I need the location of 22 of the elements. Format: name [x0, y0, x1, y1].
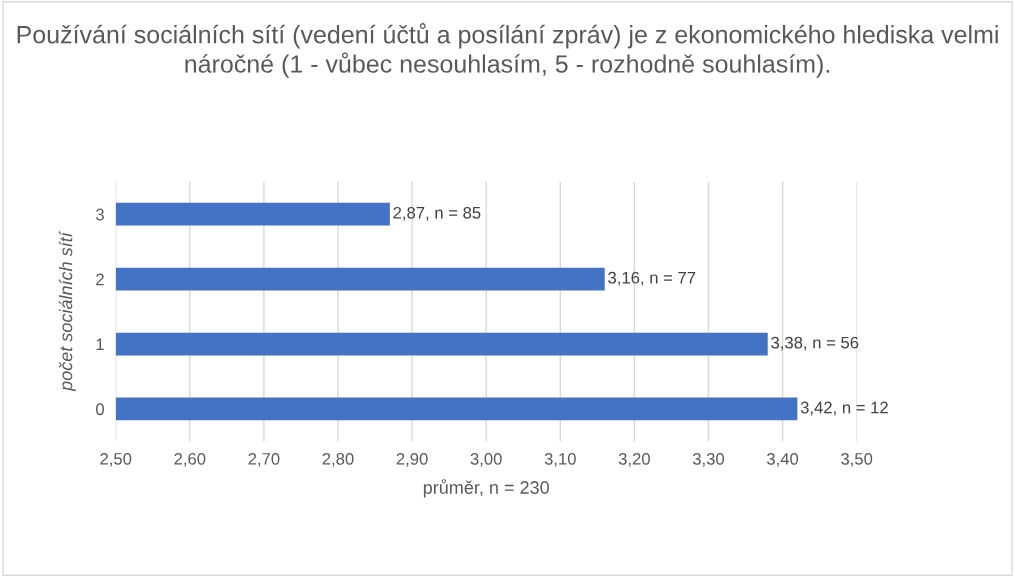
- x-tick-label: 3,20: [618, 452, 650, 467]
- data-label: 2,87, n = 85: [393, 206, 481, 221]
- data-label: 3,16, n = 77: [608, 271, 696, 286]
- y-tick-label: 1: [96, 338, 104, 351]
- x-tick-label: 3,50: [841, 452, 873, 467]
- y-tick-label: 2: [96, 273, 104, 286]
- x-tick-label: 3,10: [544, 452, 576, 467]
- x-axis-title: průměr, n = 230: [423, 479, 549, 498]
- y-tick-label: 3: [95, 208, 104, 221]
- y-axis-title: počet sociálních sítí: [58, 230, 76, 392]
- x-tick-label: 3,00: [470, 452, 502, 467]
- x-tick-label: 2,80: [322, 452, 354, 467]
- x-tick-label: 3,30: [692, 452, 725, 467]
- data-label: 3,42, n = 12: [800, 401, 888, 416]
- x-tick-label: 2,50: [100, 452, 132, 467]
- data-label: 3,38, n = 56: [771, 336, 859, 351]
- x-tick-label: 2,70: [248, 452, 280, 467]
- y-tick-label: 0: [95, 403, 104, 416]
- x-tick-label: 2,60: [174, 452, 206, 467]
- x-tick-label: 3,40: [766, 452, 799, 467]
- chart-title: Používání sociálních sítí (vedení účtů a posílání zpráv) je z ekonomického hlediska velmi náročné (1 - vůbec nesouhlasím, 5 - rozhodně souhlasím).: [17, 23, 998, 78]
- x-tick-label: 2,90: [396, 452, 428, 467]
